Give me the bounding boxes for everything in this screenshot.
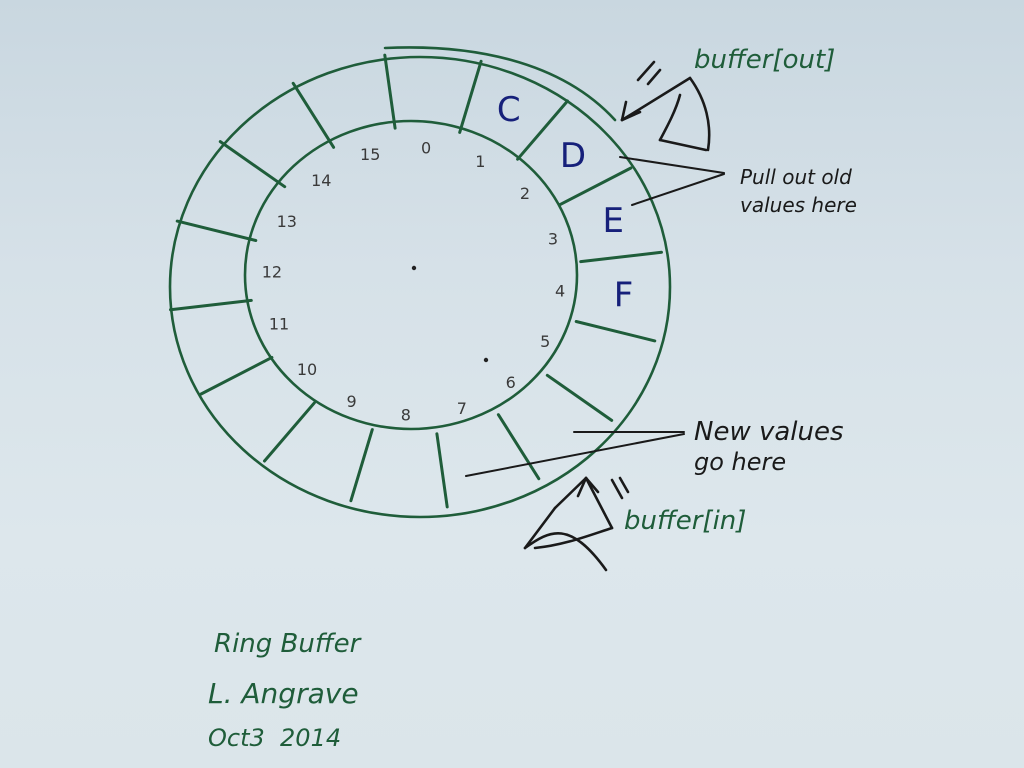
slot-index-label: 12: [262, 263, 282, 282]
slot-divider: [175, 219, 258, 242]
slot-index-label: 13: [277, 212, 297, 231]
slot-index-label: 15: [360, 145, 380, 164]
slot-index-label: 10: [297, 360, 317, 379]
out-pointer-arrow: [620, 60, 711, 152]
slot-divider: [218, 140, 287, 189]
slot-divider: [435, 432, 449, 509]
pull-note-line-2: values here: [740, 193, 857, 217]
slot-divider: [558, 166, 633, 207]
slot-index-label: 9: [347, 392, 357, 411]
slot-value-label: E: [603, 201, 624, 241]
in-pointer-arrow: [523, 476, 630, 572]
slot-divider: [291, 81, 336, 149]
slot-value-label: C: [497, 90, 521, 130]
pull-note-line-1: Pull out old: [740, 165, 852, 189]
slot-divider: [545, 373, 614, 422]
slot-index-label: 6: [506, 373, 516, 392]
outer-circle-overdraw: [383, 46, 617, 122]
outer-circle: [168, 55, 672, 519]
pull-leader-1: [619, 156, 725, 174]
slot-divider: [263, 401, 316, 463]
slot-dividers: [169, 53, 663, 509]
new-note-line-1: New values: [694, 417, 844, 447]
new-leader-2: [465, 433, 685, 477]
slot-index-label: 5: [540, 332, 550, 351]
slot-index-label: 0: [421, 138, 431, 157]
sketch-author: L. Angrave: [208, 677, 359, 710]
slot-divider: [169, 298, 253, 312]
slot-value-label: F: [614, 275, 634, 315]
in-pointer-label: buffer[in]: [624, 506, 746, 536]
center-dot: [411, 265, 417, 271]
slot-divider: [199, 355, 274, 396]
slot-value-label: D: [560, 136, 586, 176]
slot-divider: [383, 53, 397, 130]
slot-divider: [496, 413, 541, 481]
ring-outline: [168, 46, 672, 519]
slot-index-label: 8: [401, 406, 411, 425]
sketch-date: Oct3 2014: [208, 724, 341, 752]
slot-divider: [516, 99, 569, 161]
slot-index-label: 4: [555, 281, 565, 300]
slot-index-label: 1: [475, 152, 485, 171]
out-pointer-label: buffer[out]: [694, 45, 835, 75]
new-note-line-2: go here: [694, 448, 786, 476]
stray-dot: [483, 357, 489, 363]
slot-divider: [574, 320, 657, 343]
slot-index-label: 2: [520, 184, 530, 203]
slot-index-label: 11: [269, 315, 289, 334]
slot-divider: [349, 428, 374, 503]
slot-divider: [458, 59, 483, 134]
slot-index-label: 7: [457, 399, 467, 418]
slot-index-label: 3: [548, 230, 558, 249]
sketch-title: Ring Buffer: [214, 629, 363, 659]
pull-leader-2: [631, 173, 725, 206]
annotation-leaders: [465, 156, 725, 477]
slot-index-label: 14: [311, 171, 331, 190]
slot-divider: [579, 250, 663, 264]
inner-circle: [243, 119, 579, 431]
